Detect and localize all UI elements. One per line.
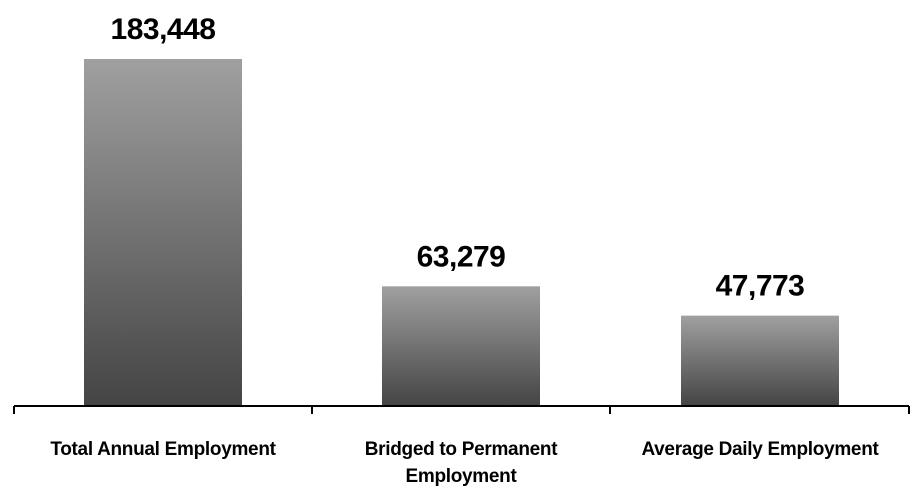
data-label-2: 63,279	[417, 240, 506, 273]
category-label-2: Bridged to Permanent Employment	[365, 439, 558, 487]
x-axis	[13, 405, 910, 414]
category-label-line: Bridged to Permanent	[365, 439, 558, 460]
category-label-line: Average Daily Employment	[641, 439, 879, 460]
data-label-3: 47,773	[716, 270, 805, 303]
bar-2	[382, 286, 540, 406]
category-label-line: Employment	[405, 466, 517, 487]
data-label-1: 183,448	[111, 13, 216, 46]
bar-1	[84, 59, 242, 406]
bars-layer	[84, 59, 839, 406]
labels-layer: 183,448 63,279 47,773 Total Annual Employme…	[50, 13, 879, 487]
category-label-line: Total Annual Employment	[50, 439, 276, 460]
bar-3	[681, 315, 839, 406]
category-label-3: Average Daily Employment	[641, 439, 879, 460]
category-label-1: Total Annual Employment	[50, 439, 276, 460]
